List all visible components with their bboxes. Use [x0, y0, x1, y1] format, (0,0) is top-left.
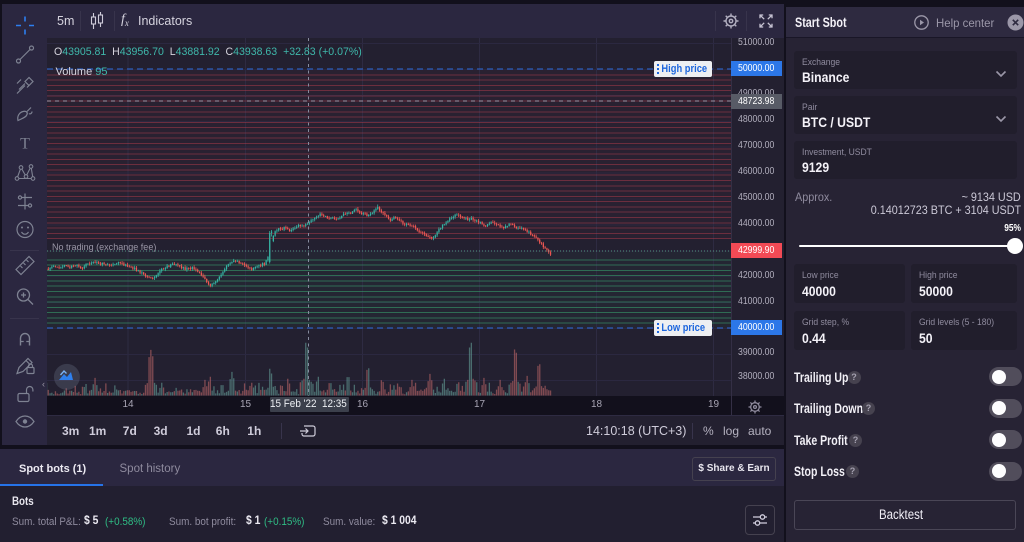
svg-text:T: T: [20, 136, 30, 153]
